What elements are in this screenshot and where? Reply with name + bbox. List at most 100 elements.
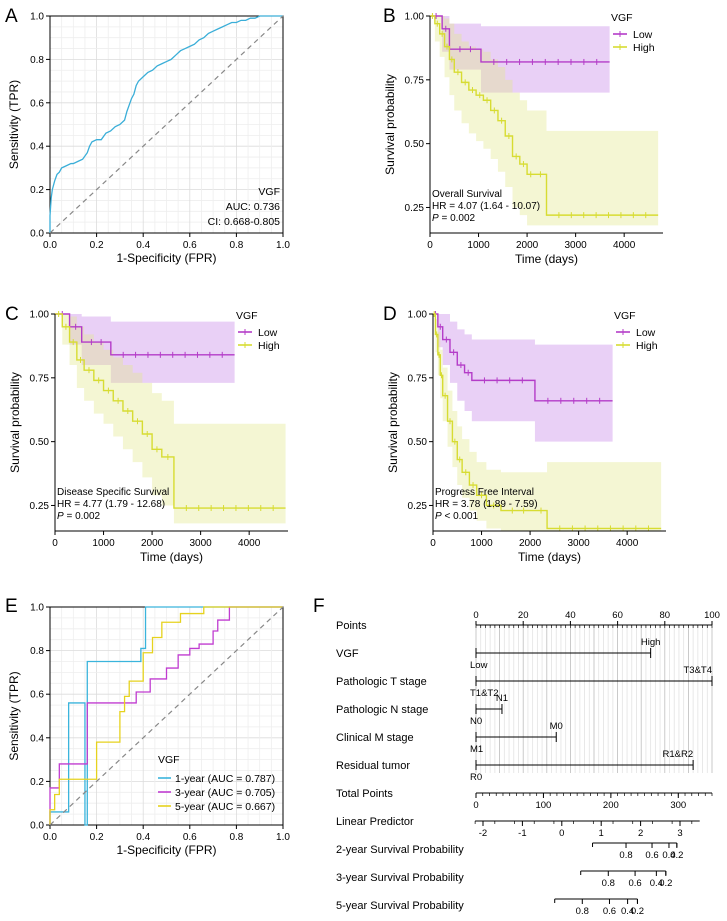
y-tick-label: 1.00 bbox=[405, 12, 425, 23]
confidence-band-low bbox=[55, 314, 235, 383]
y-tick-label: 0.25 bbox=[30, 501, 50, 512]
x-tick-label: 0.4 bbox=[136, 240, 150, 251]
x-axis-label: Time (days) bbox=[518, 550, 581, 564]
nomogram-prob-label: 0.4 bbox=[621, 906, 634, 917]
km-p-rest: = 0.002 bbox=[64, 511, 101, 522]
legend-title: VGF bbox=[158, 754, 180, 766]
nomogram-tick-label: -1 bbox=[518, 828, 526, 839]
km-hazard-ratio: HR = 3.78 (1.89 - 7.59) bbox=[435, 499, 538, 510]
nomogram-level-label: R1&R2 bbox=[662, 749, 693, 760]
roc-curve-5-year bbox=[49, 606, 283, 825]
roc-panel-A: 0.0 0.2 0.4 0.6 0.8 1.0 0.0 0.2 0.4 0.6 0.8 1.0 1-Sp… bbox=[7, 12, 290, 266]
nomogram-tick-label: 300 bbox=[670, 800, 686, 811]
survival-curve-low bbox=[55, 313, 235, 356]
x-tick-label: 0.2 bbox=[90, 832, 104, 843]
x-tick-label: 0.6 bbox=[183, 832, 197, 843]
nomogram-level-label: M0 bbox=[550, 721, 563, 732]
nomogram-prob-label: 0.2 bbox=[670, 850, 683, 861]
confidence-band-high bbox=[433, 314, 662, 531]
y-tick-label: 0.75 bbox=[30, 373, 50, 384]
nomogram-row-label: Clinical M stage bbox=[336, 732, 414, 744]
x-tick-label: 0.2 bbox=[90, 240, 104, 251]
nomogram-level-label: M1 bbox=[470, 744, 483, 755]
nomogram-tick-label: 60 bbox=[612, 610, 623, 621]
panel-letter-E: E bbox=[5, 596, 18, 617]
x-tick-label: 2000 bbox=[141, 538, 164, 549]
y-tick-label: 0.0 bbox=[30, 821, 44, 832]
x-axis-label: 1-Specificity (FPR) bbox=[116, 251, 216, 265]
x-axis-label: Time (days) bbox=[515, 252, 578, 266]
nomogram-prob-label: 0.8 bbox=[576, 906, 589, 917]
nomogram-level-label: High bbox=[641, 637, 661, 648]
survival-curve-low bbox=[430, 15, 610, 63]
nomogram-level-label: T1&T2 bbox=[470, 688, 499, 699]
roc-curve-VGF bbox=[49, 15, 283, 233]
nomogram-prob-label: 0.2 bbox=[659, 878, 672, 889]
legend-label: Low bbox=[633, 29, 653, 41]
km-hazard-ratio: HR = 4.07 (1.64 - 10.07) bbox=[432, 201, 540, 212]
y-axis-label: Sensitivity (TPR) bbox=[7, 671, 21, 760]
y-tick-label: 0.50 bbox=[405, 139, 425, 150]
nomogram-tick-label: 0 bbox=[473, 800, 478, 811]
y-tick-label: 1.0 bbox=[30, 12, 44, 23]
nomogram-tick-label: 100 bbox=[535, 800, 551, 811]
y-tick-label: 1.00 bbox=[408, 310, 428, 321]
km-panel-B: 0 1000 2000 3000 4000 0.25 0.50 0.75 1.00 Time (d… bbox=[383, 12, 663, 266]
y-tick-label: 0.75 bbox=[408, 373, 428, 384]
km-hazard-ratio: HR = 4.77 (1.79 - 12.68) bbox=[57, 499, 165, 510]
x-tick-label: 0.0 bbox=[43, 240, 57, 251]
nomogram-prob-label: 0.8 bbox=[602, 878, 615, 889]
x-tick-label: 4000 bbox=[613, 240, 636, 251]
nomogram-tick-label: 0 bbox=[473, 610, 478, 621]
confidence-band-high bbox=[430, 16, 659, 226]
nomogram-row-label: VGF bbox=[336, 648, 359, 660]
x-tick-label: 0 bbox=[430, 538, 436, 549]
panel-letter-A: A bbox=[5, 6, 18, 27]
panel-letter-D: D bbox=[383, 304, 397, 325]
km-annotation-title: Disease Specific Survival bbox=[57, 487, 169, 498]
panel-letter-F: F bbox=[313, 596, 325, 617]
nomogram-prob-label: 0.6 bbox=[645, 850, 658, 861]
nomogram-prob-label: 0.2 bbox=[631, 906, 644, 917]
nomogram-tick-label: 20 bbox=[518, 610, 529, 621]
nomogram-tick-label: 0 bbox=[559, 828, 564, 839]
legend-title: VGF bbox=[611, 12, 633, 24]
panel-letter-B: B bbox=[383, 6, 396, 27]
y-tick-label: 0.6 bbox=[30, 98, 44, 109]
x-tick-label: 4000 bbox=[238, 538, 261, 549]
nomogram-prob-label: 0.6 bbox=[628, 878, 641, 889]
x-tick-label: 0.4 bbox=[136, 832, 150, 843]
x-tick-label: 1000 bbox=[467, 240, 490, 251]
nomogram-tick-label: 100 bbox=[704, 610, 720, 621]
y-tick-label: 0.6 bbox=[30, 690, 44, 701]
km-annotation-title: Progress Free Interval bbox=[435, 487, 534, 498]
km-p-symbol: P bbox=[57, 511, 64, 522]
nomogram-prob-label: 0.4 bbox=[662, 850, 675, 861]
y-axis-label: Survival probability bbox=[386, 372, 400, 473]
x-tick-label: 2000 bbox=[516, 240, 539, 251]
nomogram-tick-label: 1 bbox=[599, 828, 604, 839]
nomogram-tick-label: -2 bbox=[479, 828, 487, 839]
km-p-symbol: P bbox=[432, 213, 439, 224]
legend-label: High bbox=[636, 340, 658, 352]
nomogram-tick-label: 200 bbox=[603, 800, 619, 811]
x-tick-label: 2000 bbox=[519, 538, 542, 549]
legend-label: High bbox=[633, 42, 655, 54]
legend-title: VGF bbox=[236, 310, 258, 322]
nomogram-level-label: Low bbox=[470, 660, 488, 671]
y-tick-label: 1.00 bbox=[30, 310, 50, 321]
y-tick-label: 0.25 bbox=[408, 501, 428, 512]
y-tick-label: 0.2 bbox=[30, 185, 44, 196]
nomogram-level-label: R0 bbox=[470, 772, 482, 783]
x-tick-label: 1.0 bbox=[276, 240, 290, 251]
km-p-value: P = 0.002 bbox=[432, 213, 476, 224]
nomogram-level-label: N1 bbox=[496, 693, 508, 704]
nomogram-level-label: T3&T4 bbox=[683, 665, 712, 676]
km-panel-D: 0 1000 2000 3000 4000 0.25 0.50 0.75 1.00 Time (d… bbox=[386, 310, 666, 564]
roc-annotation: VGF bbox=[258, 186, 280, 198]
nomogram-row-label: 5-year Survival Probability bbox=[336, 900, 464, 912]
nomogram-prob-label: 0.6 bbox=[603, 906, 616, 917]
x-tick-label: 0 bbox=[52, 538, 58, 549]
reference-diagonal bbox=[49, 606, 284, 826]
